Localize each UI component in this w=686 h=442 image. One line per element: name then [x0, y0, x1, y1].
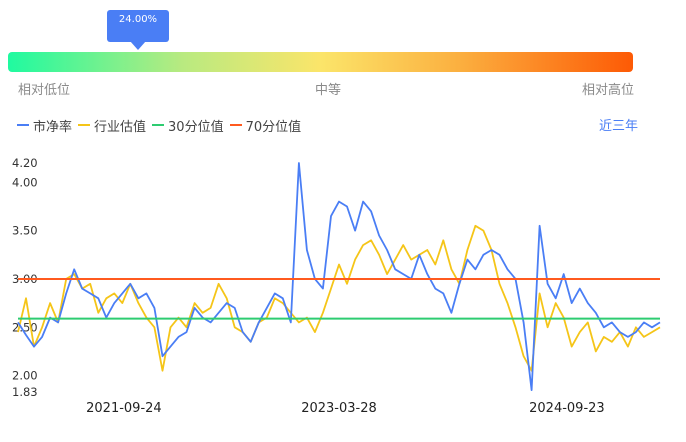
legend-label-p70: 70分位值	[245, 119, 302, 135]
legend-item-pb[interactable]: 市净率	[17, 116, 72, 135]
series-line-industry	[17, 224, 661, 372]
y-tick-label: 4.20	[12, 156, 38, 170]
series-line-pb	[17, 162, 661, 392]
legend-swatch-pb	[17, 124, 29, 126]
legend-item-p70[interactable]: 70分位值	[229, 116, 302, 135]
legend-label-pb: 市净率	[33, 119, 73, 135]
y-tick-label: 3.50	[12, 224, 38, 238]
valuation-gauge: 24.00% 相对低位 中等 相对高位	[0, 0, 686, 110]
gauge-marker-pointer	[130, 41, 146, 50]
gauge-label-high: 相对高位	[582, 83, 635, 98]
legend-item-industry[interactable]: 行业估值	[78, 116, 146, 135]
y-tick-label: 4.00	[12, 175, 38, 189]
y-tick-label: 1.83	[12, 385, 38, 399]
legend-item-p30[interactable]: 30分位值	[152, 116, 224, 135]
period-selector[interactable]: 近三年	[599, 119, 639, 134]
legend-swatch-industry	[78, 124, 91, 126]
legend-label-industry: 行业估值	[94, 119, 147, 135]
x-tick-label: 2023-03-28	[301, 401, 377, 416]
legend-swatch-p70	[229, 124, 242, 126]
y-tick-label: 2.00	[12, 369, 38, 383]
legend-swatch-p30	[152, 124, 165, 126]
x-tick-label: 2024-09-23	[529, 401, 605, 416]
legend-label-p30: 30分位值	[168, 119, 224, 135]
gauge-marker-label: 24.00%	[118, 14, 158, 25]
gauge-gradient-bar	[8, 52, 633, 72]
gauge-label-low: 相对低位	[18, 83, 71, 98]
chart-legend: 市净率 行业估值 30分位值 70分位值	[17, 115, 307, 135]
gauge-label-mid: 中等	[315, 83, 342, 98]
gauge-marker-tooltip: 24.00%	[107, 10, 169, 42]
x-tick-label: 2021-09-24	[86, 401, 162, 416]
